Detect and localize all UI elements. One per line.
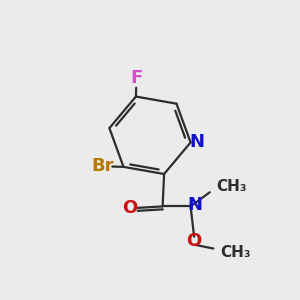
Text: Br: Br bbox=[91, 157, 114, 175]
Text: O: O bbox=[122, 199, 137, 217]
Text: CH₃: CH₃ bbox=[220, 245, 251, 260]
Text: CH₃: CH₃ bbox=[217, 179, 247, 194]
Text: F: F bbox=[130, 69, 142, 87]
Text: N: N bbox=[188, 196, 202, 214]
Text: O: O bbox=[187, 232, 202, 250]
Text: N: N bbox=[190, 134, 205, 152]
